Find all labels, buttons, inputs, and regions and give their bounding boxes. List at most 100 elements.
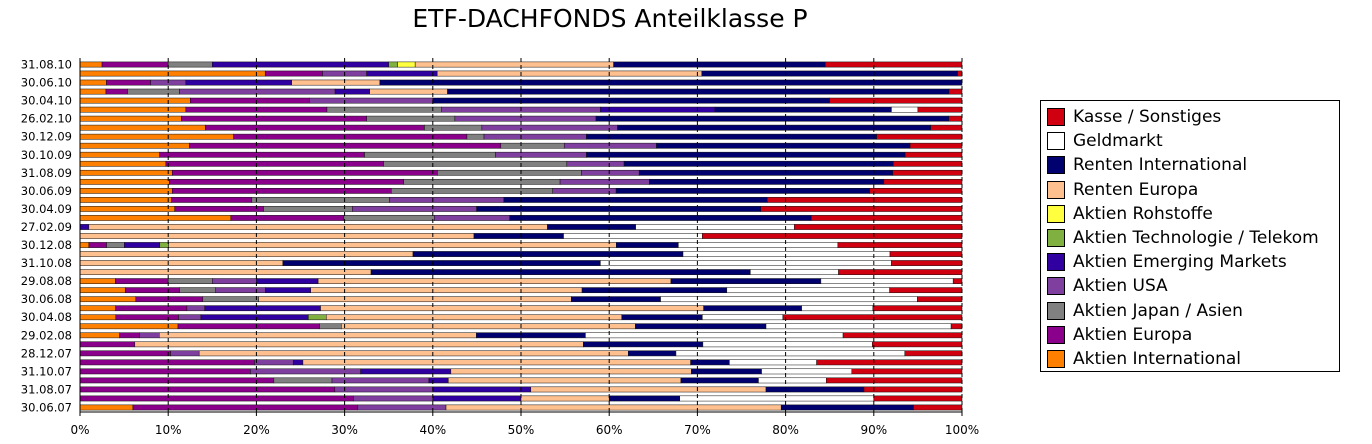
bar-segment [181, 115, 367, 122]
bar-segment [829, 97, 963, 104]
bar-segment [476, 332, 586, 339]
bar-segment [466, 133, 485, 140]
bar-segment [168, 242, 617, 248]
bar-segment [678, 242, 839, 248]
bar-segment [432, 97, 830, 104]
bar-segment [264, 70, 323, 77]
bar-segment [623, 160, 894, 167]
bar-segment [675, 350, 906, 357]
bar-segment [656, 142, 911, 149]
bar-segment [760, 206, 963, 212]
bar-segment [79, 305, 116, 312]
bar-segment [325, 314, 622, 321]
bar-segment [171, 169, 438, 176]
chart-title: ETF-DACHFONDS Anteilklasse P [412, 4, 808, 33]
legend-item: Kasse / Sonstiges [1047, 105, 1333, 129]
bar-segment [179, 88, 336, 95]
bar-segment [615, 188, 871, 194]
bar-segment [893, 160, 963, 167]
y-tick-label: 31.08.10 [21, 58, 72, 72]
bar-segment [79, 323, 179, 330]
legend-item: Aktien Rohstoffe [1047, 202, 1333, 226]
bar-segment [904, 151, 963, 158]
legend-label: Aktien Europa [1073, 324, 1193, 345]
bar-segment [366, 70, 438, 77]
bar-segment [79, 160, 167, 167]
bar-segment [481, 124, 618, 131]
y-tick-label: 30.06.08 [21, 292, 72, 306]
bar-segment [952, 278, 963, 284]
bar-segment [79, 115, 182, 122]
bar-segment [891, 106, 919, 113]
x-tick-label: 100% [945, 423, 979, 437]
bar-segment [334, 386, 434, 393]
bar-segment [432, 395, 522, 402]
bar-segment [159, 332, 477, 339]
y-tick-label: 31.10.08 [21, 256, 72, 270]
bar-segment [649, 178, 885, 185]
bar-segment [79, 260, 284, 266]
bar-segment [364, 151, 496, 158]
bar-segment [79, 332, 120, 339]
bar-segment [79, 296, 137, 303]
bar-segment [595, 115, 950, 122]
bar-segment [79, 206, 175, 212]
bar-segment [263, 206, 353, 212]
bar-segment [608, 395, 681, 402]
bar-segment [586, 133, 877, 140]
bar-segment [891, 260, 963, 266]
y-tick-label: 31.08.09 [21, 166, 72, 180]
bar-segment [388, 61, 398, 68]
bar-segment [159, 242, 169, 248]
bar-segment [79, 314, 117, 321]
bar-segment [302, 359, 691, 366]
bar-segment [127, 88, 180, 95]
bar-segment [436, 70, 703, 77]
x-tick-label: 30% [331, 423, 358, 437]
bar-segment [863, 386, 963, 393]
legend-label: Aktien Technologie / Telekom [1073, 228, 1319, 249]
bar-segment [904, 350, 963, 357]
bar-segment [79, 169, 173, 176]
bar-segment [761, 368, 852, 375]
y-tick-label: 30.06.10 [21, 76, 72, 90]
bar-segment [88, 242, 107, 248]
bar-segment [186, 305, 205, 312]
bar-segment [88, 224, 548, 230]
bar-segment [585, 332, 844, 339]
bar-segment [310, 287, 583, 294]
bar-segment [680, 377, 759, 384]
bar-segment [79, 269, 372, 275]
bar-segment [701, 70, 958, 77]
bar-segment [79, 395, 354, 402]
bar-segment [765, 323, 952, 330]
bar-segment [566, 160, 625, 167]
bar-segment [930, 124, 963, 131]
legend-swatch [1047, 156, 1065, 175]
y-tick-label: 26.02.10 [21, 112, 72, 126]
bar-segment [170, 350, 200, 357]
bar-segment [79, 368, 251, 375]
legend: Kasse / Sonstiges Geldmarkt Renten Interna… [1040, 100, 1340, 372]
legend-label: Aktien Rohstoffe [1073, 203, 1213, 224]
bar-segment [106, 79, 151, 86]
y-tick-label: 30.04.10 [21, 94, 72, 108]
bar-segment [370, 269, 751, 275]
legend-item: Aktien Technologie / Telekom [1047, 226, 1333, 250]
bar-segment [780, 404, 914, 411]
y-tick-label: 30.04.08 [21, 310, 72, 324]
bar-segment [79, 233, 475, 239]
bar-segment [583, 341, 704, 348]
bar-segment [79, 142, 190, 149]
bar-segment [948, 115, 963, 122]
bar-segment [139, 332, 160, 339]
bar-segment [690, 359, 730, 366]
y-tick-label: 29.02.08 [21, 328, 72, 342]
bar-segment [79, 106, 187, 113]
bar-segment [617, 124, 931, 131]
bar-segment [101, 61, 169, 68]
bar-segment [190, 97, 310, 104]
bar-segment [119, 332, 140, 339]
bar-segment [635, 323, 767, 330]
bar-segment [448, 377, 682, 384]
